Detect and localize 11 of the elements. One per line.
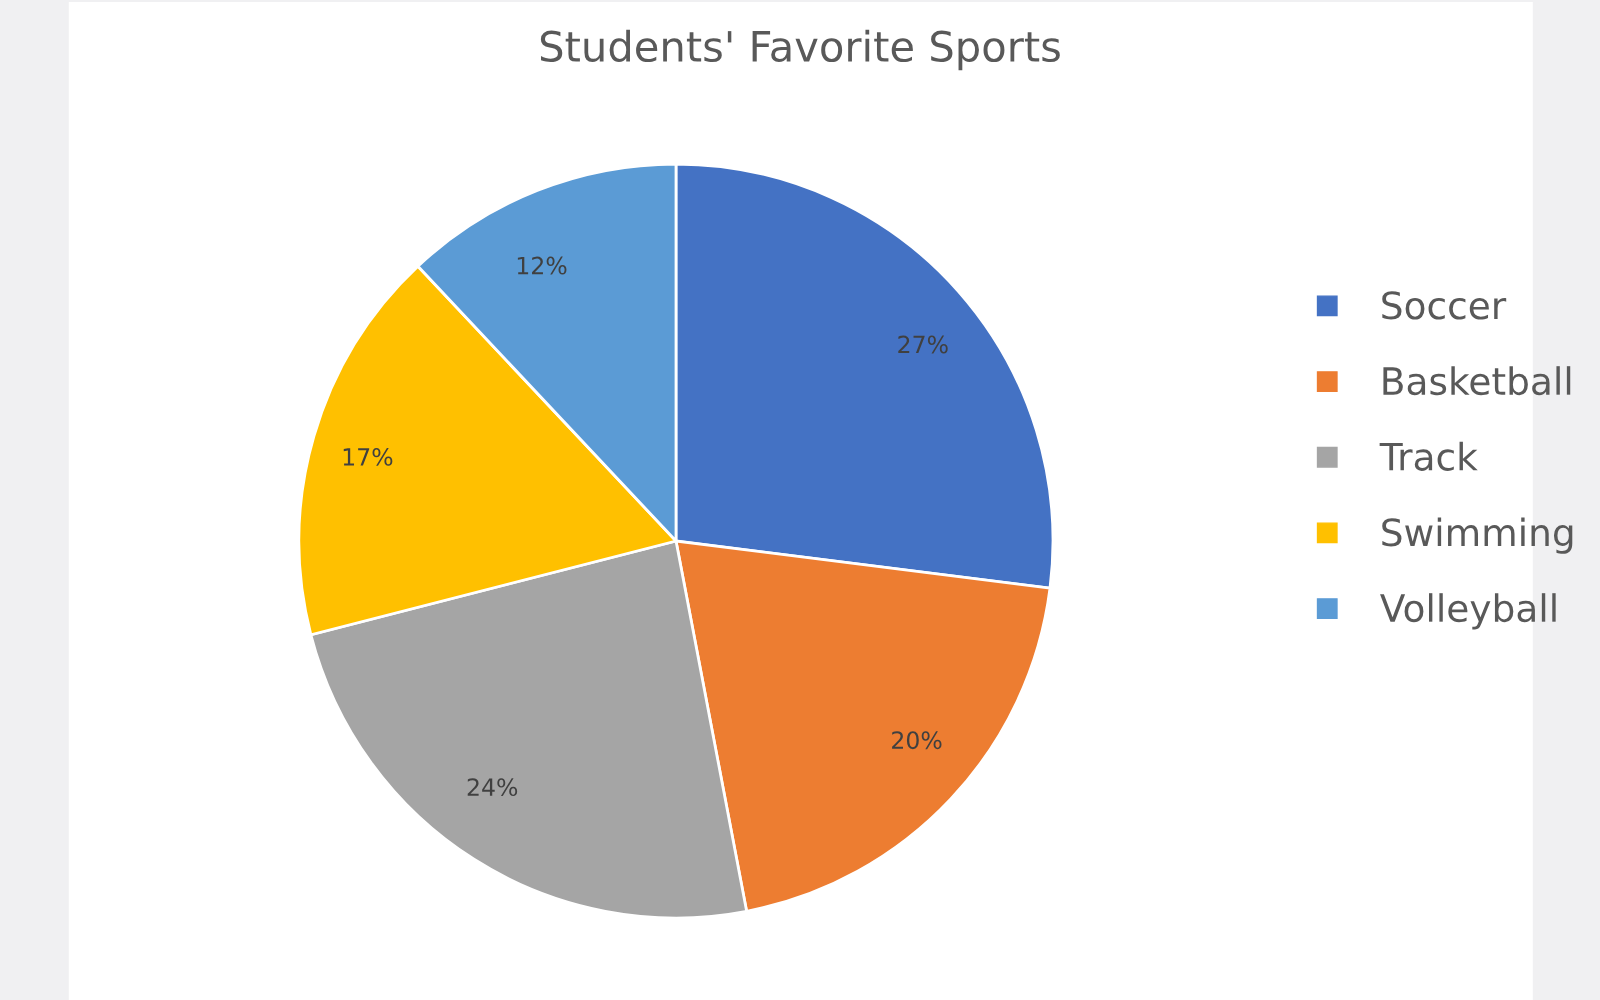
data-label: 27% xyxy=(898,335,948,354)
legend-label: Track xyxy=(1379,441,1478,471)
legend-label: Swimming xyxy=(1382,517,1573,554)
data-label: 12% xyxy=(517,256,567,275)
chart-title: Students' Favorite Sports xyxy=(540,29,1060,71)
legend-label: Soccer xyxy=(1382,291,1507,320)
legend-label: Basketball xyxy=(1383,366,1571,396)
data-label: 17% xyxy=(343,447,393,466)
data-label: 20% xyxy=(892,731,942,750)
data-label: 24% xyxy=(467,778,518,797)
legend-label: Volleyball xyxy=(1380,593,1556,630)
